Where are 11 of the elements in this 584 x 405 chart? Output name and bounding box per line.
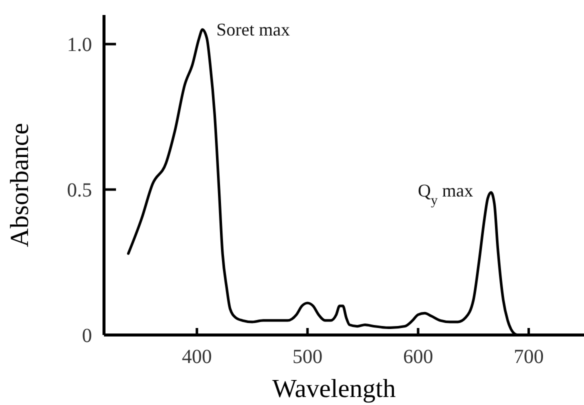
annotation: Soret max xyxy=(216,20,290,40)
x-axis-title: Wavelength xyxy=(272,374,396,403)
y-axis-title: Absorbance xyxy=(5,122,34,248)
x-tick-label: 400 xyxy=(182,346,212,368)
y-tick-label: 1.0 xyxy=(67,34,92,56)
x-tick-label: 500 xyxy=(292,346,322,368)
y-tick-label: 0 xyxy=(82,325,92,347)
y-tick-label: 0.5 xyxy=(67,180,92,202)
annotation: Q$_{y}$ max xyxy=(418,180,474,207)
x-tick-label: 600 xyxy=(403,346,434,368)
x-tick-label: 700 xyxy=(514,346,544,368)
